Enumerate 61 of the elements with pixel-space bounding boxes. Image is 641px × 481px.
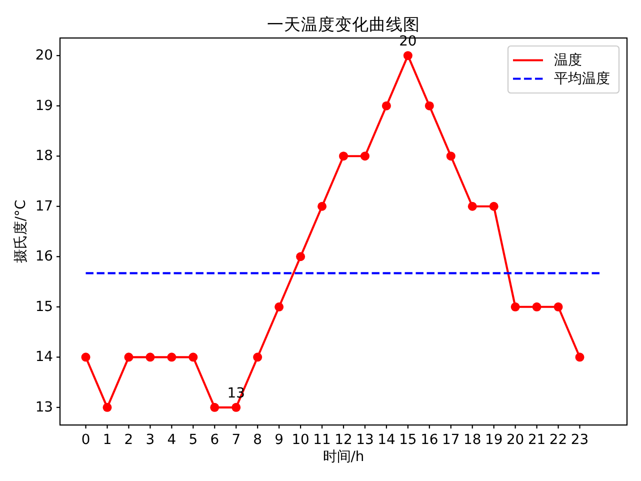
x-tick-label: 8 [253, 432, 262, 448]
y-tick-label: 20 [35, 48, 53, 64]
point [124, 352, 134, 362]
x-tick-label: 18 [464, 432, 482, 448]
x-tick-label: 20 [506, 432, 524, 448]
y-tick-label: 17 [35, 198, 53, 214]
point [210, 402, 220, 412]
legend-label: 平均温度 [554, 70, 610, 87]
point [146, 352, 155, 362]
x-tick-label: 9 [274, 432, 284, 448]
chart-title: 一天温度变化曲线图 [267, 14, 420, 34]
point [188, 352, 198, 362]
point [296, 252, 306, 262]
x-tick-label: 1 [102, 432, 112, 448]
point [403, 51, 412, 60]
point [232, 402, 241, 412]
point [468, 202, 477, 211]
point [489, 202, 498, 211]
point [360, 152, 370, 161]
point [575, 352, 584, 362]
x-tick-label: 5 [188, 432, 198, 448]
x-tick-label: 19 [484, 432, 503, 448]
x-tick-label: 13 [356, 432, 374, 448]
legend-label: 温度 [554, 52, 582, 68]
point [382, 101, 391, 110]
x-tick-label: 22 [549, 432, 568, 448]
x-tick-label: 11 [313, 432, 331, 448]
x-tick-label: 23 [570, 432, 589, 448]
point [424, 101, 434, 110]
x-tick-label: 3 [146, 432, 155, 448]
y-tick-label: 19 [35, 98, 53, 114]
x-tick-label: 10 [292, 432, 310, 448]
y-tick-label: 13 [35, 399, 53, 416]
y-tick-label: 14 [35, 349, 54, 366]
x-tick-label: 12 [334, 432, 352, 448]
x-tick-label: 21 [528, 432, 546, 448]
x-axis-title: 时间/h [322, 449, 364, 465]
point [510, 302, 520, 312]
y-tick-label: 15 [35, 298, 53, 315]
y-axis-title: 摄氏度/°C [13, 200, 29, 264]
point [81, 352, 90, 362]
x-tick-label: 7 [232, 432, 241, 448]
point [167, 352, 176, 362]
x-tick-label: 4 [167, 432, 176, 448]
point [102, 402, 112, 412]
y-tick-label: 16 [35, 248, 53, 265]
point [339, 152, 348, 161]
point [253, 352, 262, 362]
point [532, 302, 542, 312]
x-tick-label: 17 [442, 432, 460, 448]
x-tick-label: 14 [378, 432, 396, 448]
x-tick-label: 2 [124, 432, 134, 448]
point [274, 302, 284, 312]
y-tick-label: 18 [35, 148, 53, 164]
point [554, 302, 563, 312]
x-tick-label: 0 [81, 432, 90, 448]
point [446, 152, 456, 161]
x-tick-label: 6 [210, 432, 220, 448]
point [318, 202, 327, 211]
x-tick-label: 16 [420, 432, 438, 448]
x-tick-label: 15 [399, 432, 417, 448]
